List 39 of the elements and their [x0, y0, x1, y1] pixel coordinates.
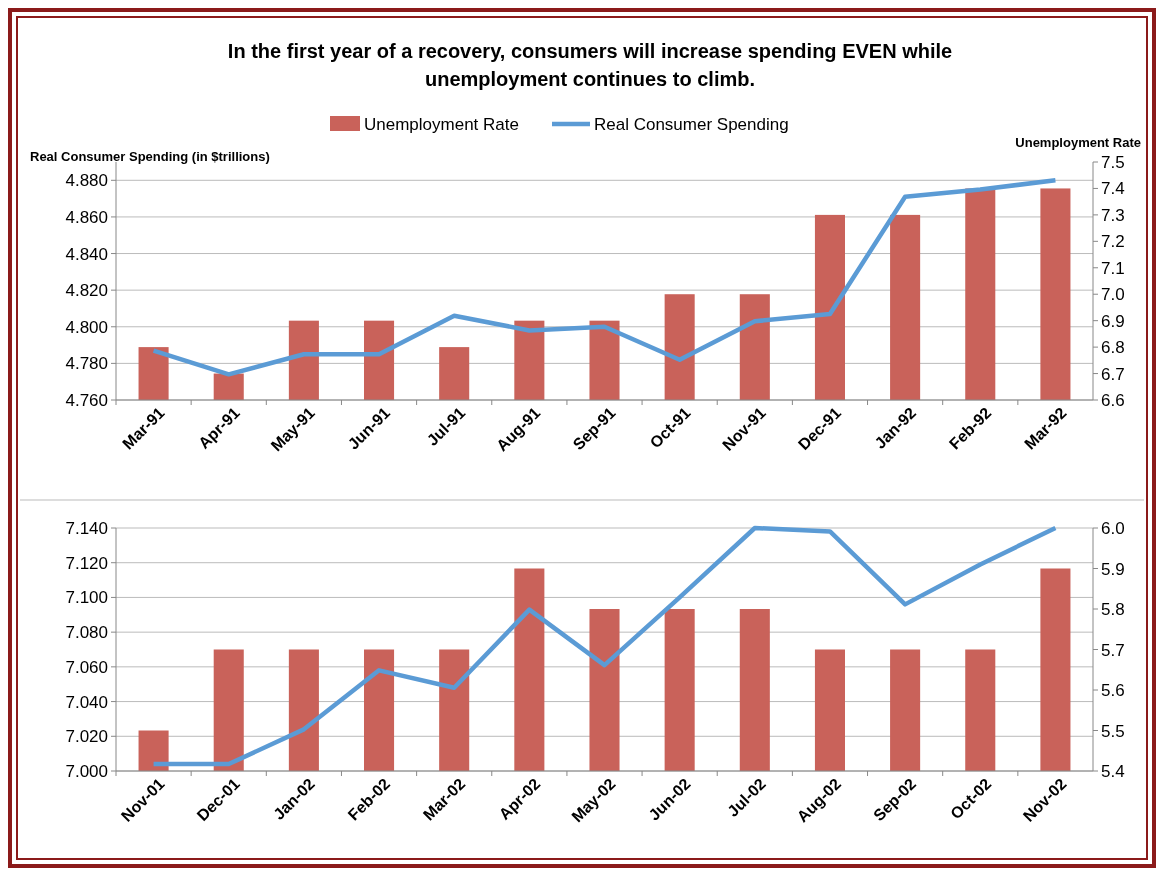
- y2-tick-label: 5.6: [1101, 681, 1125, 700]
- y-tick-label: 7.100: [65, 588, 108, 608]
- y-axis-title: Real Consumer Spending (in $trillions): [30, 149, 270, 164]
- y2-tick-label: 5.9: [1101, 559, 1125, 579]
- y2-tick-label: 6.6: [1101, 391, 1125, 410]
- y2-tick-label: 6.9: [1101, 311, 1125, 331]
- legend-label: Unemployment Rate: [364, 115, 519, 134]
- y2-tick-label: 6.0: [1101, 519, 1125, 538]
- y-tick-label: 4.780: [65, 354, 108, 374]
- y2-tick-label: 7.1: [1101, 258, 1125, 278]
- y-tick-label: 7.020: [65, 727, 108, 747]
- line-series: [151, 178, 1058, 377]
- line-series: [151, 525, 1058, 767]
- y2-tick-label: 5.5: [1101, 721, 1125, 741]
- y2-tick-label: 5.7: [1101, 640, 1125, 660]
- y-tick-label: 4.800: [65, 317, 108, 337]
- y2-tick-label: 5.8: [1101, 600, 1125, 619]
- y2-tick-label: 7.5: [1101, 153, 1125, 172]
- y-tick-label: 7.080: [65, 623, 108, 643]
- chart-title: In the first year of a recovery, consumers will increase spending EVEN while unemployment continues to climb.: [227, 40, 953, 90]
- y-tick-label: 4.860: [65, 207, 108, 227]
- y2-tick-label: 6.7: [1101, 364, 1125, 384]
- y-tick-label: 4.880: [65, 171, 108, 191]
- legend-label: Real Consumer Spending: [594, 115, 789, 134]
- y-tick-label: 4.760: [65, 391, 108, 410]
- y-tick-label: 4.840: [65, 244, 108, 264]
- y-tick-label: 7.140: [65, 519, 108, 538]
- y2-tick-label: 7.4: [1101, 179, 1125, 199]
- y2-tick-label: 7.0: [1101, 285, 1125, 305]
- y-tick-label: 7.040: [65, 692, 108, 712]
- y-tick-label: 4.820: [65, 281, 108, 301]
- y2-tick-label: 7.2: [1101, 232, 1125, 252]
- y2-tick-label: 7.3: [1101, 205, 1125, 225]
- y-tick-label: 7.000: [65, 762, 108, 781]
- y-tick-label: 7.120: [65, 553, 108, 573]
- y2-axis-title: Unemployment Rate: [1015, 135, 1141, 150]
- y2-tick-label: 5.4: [1101, 762, 1125, 781]
- y2-tick-label: 6.8: [1101, 338, 1125, 358]
- y-tick-label: 7.060: [65, 657, 108, 677]
